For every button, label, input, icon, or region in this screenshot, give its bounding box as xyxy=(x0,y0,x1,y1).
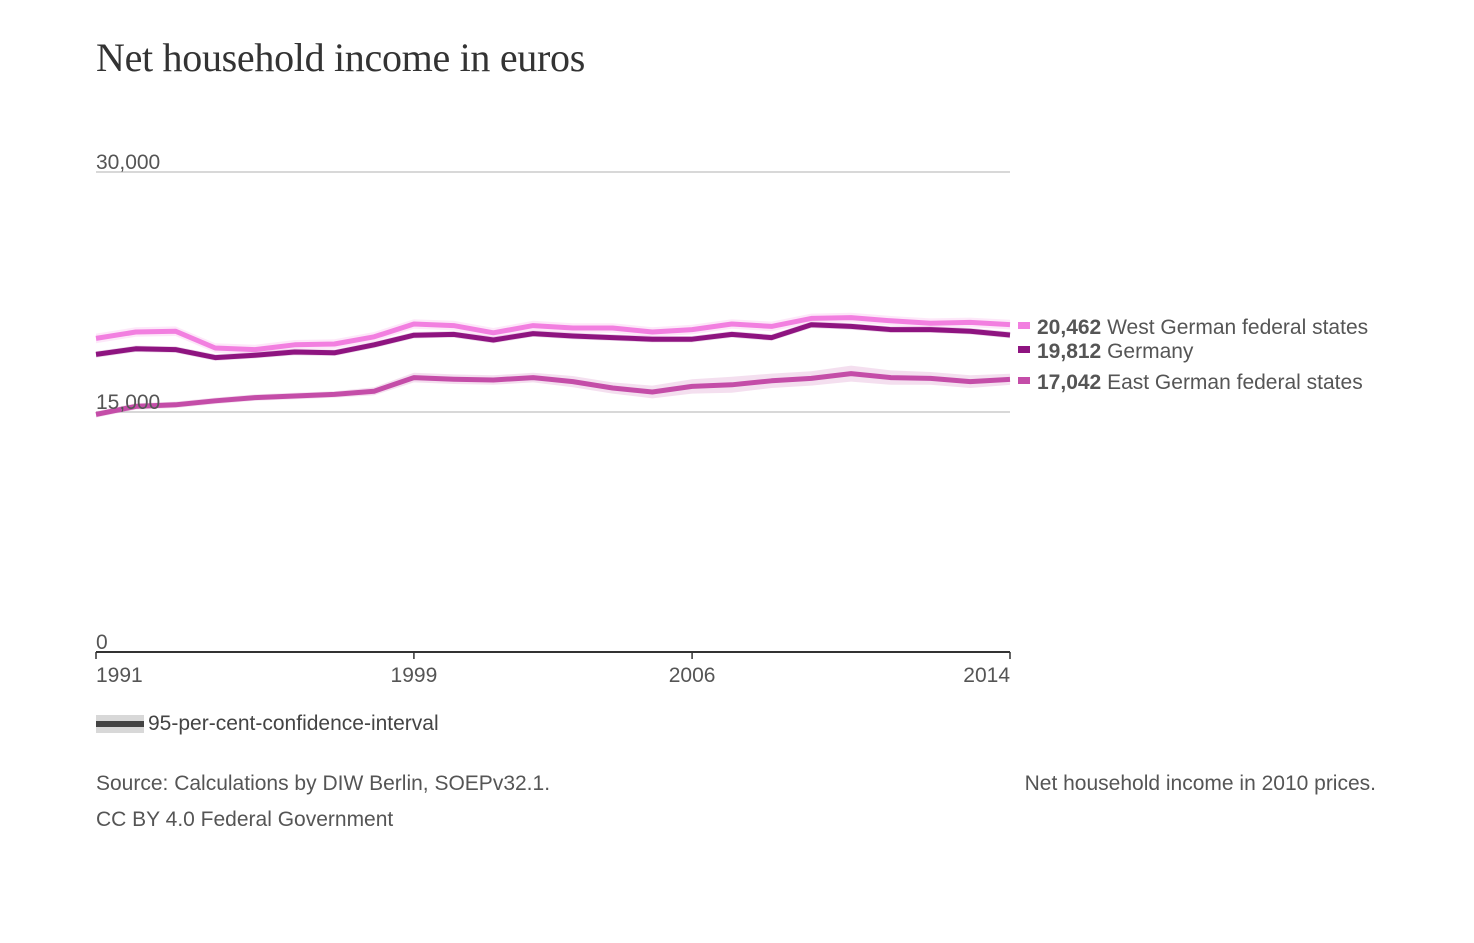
x-axis-labels: 1991 1999 2006 2014 xyxy=(96,664,1010,687)
line-chart: 0 15,000 30,000 1991 1999 2006 2014 20,462 We… xyxy=(95,151,1368,687)
confidence-interval-legend: 95-per-cent-confidence-interval xyxy=(96,712,439,736)
x-tick-label: 2006 xyxy=(669,664,716,687)
source-note: Source: Calculations by DIW Berlin, SOEP… xyxy=(96,772,551,795)
series-name: Germany xyxy=(1101,340,1194,363)
prices-note: Net household income in 2010 prices. xyxy=(1024,772,1376,795)
series-end-label: 19,812 Germany xyxy=(1037,340,1194,363)
series-end-value: 20,462 xyxy=(1037,316,1101,339)
series-name: West German federal states xyxy=(1101,316,1368,339)
series-lines xyxy=(95,315,1011,417)
x-tick-label: 1991 xyxy=(96,664,143,687)
series-end-label: 17,042 East German federal states xyxy=(1037,371,1363,394)
series-end-labels: 20,462 West German federal states19,812 … xyxy=(1018,316,1368,394)
grid-lines xyxy=(96,171,1010,413)
y-tick-label: 30,000 xyxy=(96,151,160,174)
series-line xyxy=(95,315,1011,353)
y-tick-label: 0 xyxy=(96,631,108,654)
confidence-interval-label: 95-per-cent-confidence-interval xyxy=(148,712,439,735)
series-line xyxy=(95,371,1011,417)
series-end-value: 19,812 xyxy=(1037,340,1101,363)
x-axis xyxy=(95,651,1011,659)
series-end-label: 20,462 West German federal states xyxy=(1037,316,1368,339)
y-tick-label: 15,000 xyxy=(96,391,160,414)
x-tick-label: 1999 xyxy=(391,664,438,687)
legend-swatch xyxy=(1018,322,1030,329)
legend-swatch xyxy=(1018,346,1030,353)
legend-swatch xyxy=(1018,377,1030,384)
series-line xyxy=(95,322,1011,361)
series-end-value: 17,042 xyxy=(1037,371,1101,394)
chart-title: Net household income in euros xyxy=(96,35,585,80)
x-tick-label: 2014 xyxy=(963,664,1010,687)
license-note: CC BY 4.0 Federal Government xyxy=(96,808,394,831)
series-name: East German federal states xyxy=(1101,371,1362,394)
y-axis-labels: 0 15,000 30,000 xyxy=(96,151,160,654)
confidence-interval-swatch xyxy=(96,715,144,733)
